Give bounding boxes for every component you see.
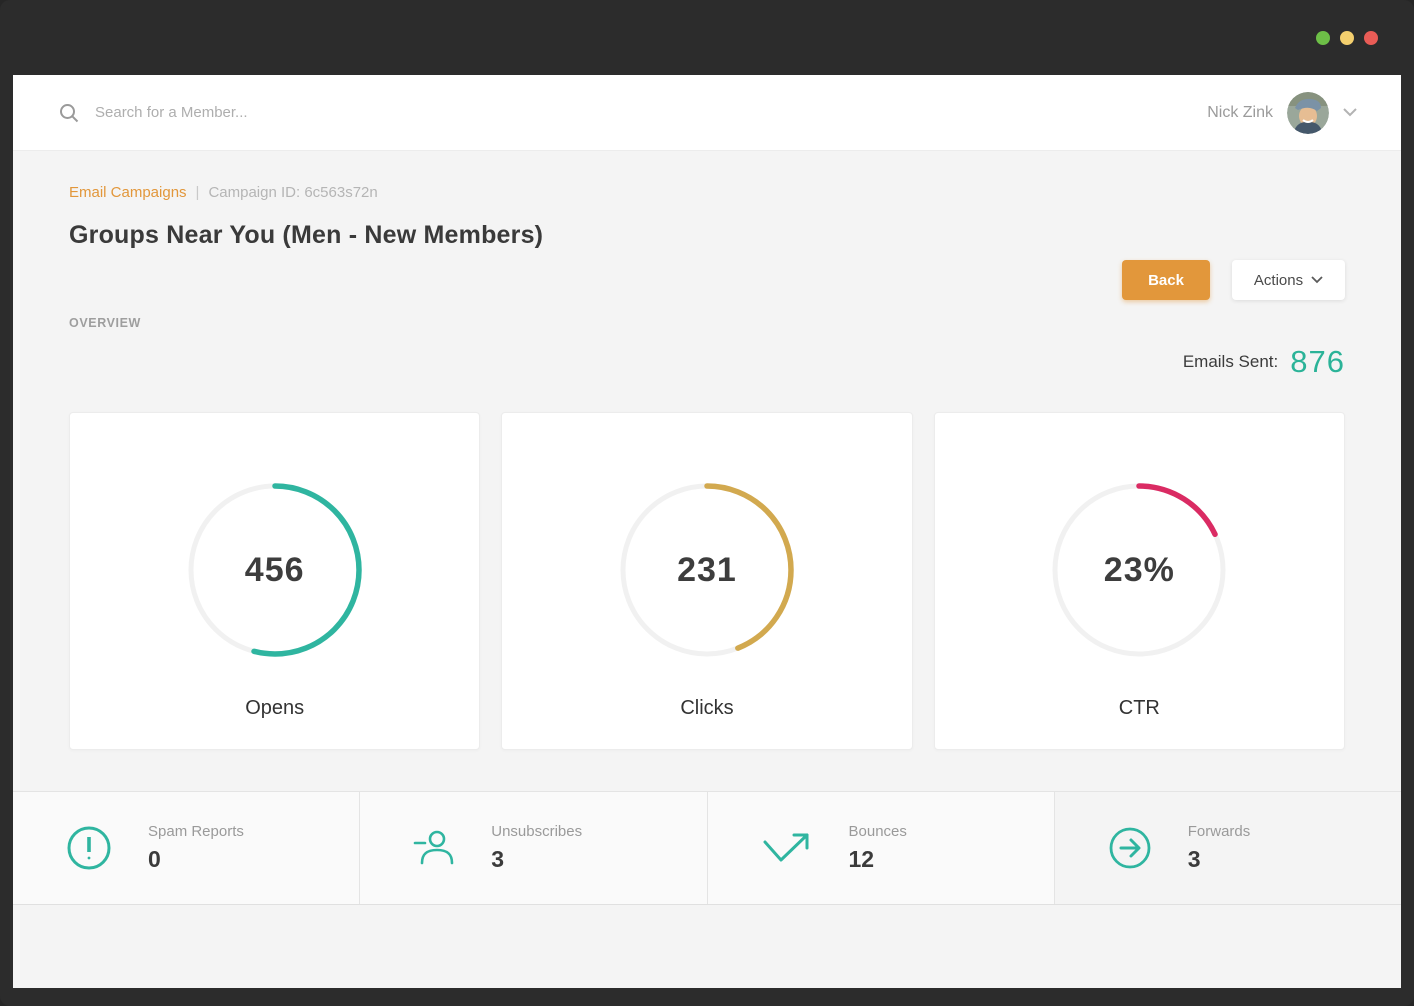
stat-value: 3 — [491, 846, 505, 872]
breadcrumb-separator: | — [195, 184, 200, 201]
user-name: Nick Zink — [1207, 103, 1273, 121]
spam-reports-stat: Spam Reports 0 — [13, 792, 361, 904]
actions-button[interactable]: Actions — [1232, 260, 1345, 300]
search-bar[interactable] — [57, 101, 1207, 125]
stat-value: 0 — [148, 846, 161, 872]
opens-label: Opens — [245, 697, 305, 719]
stat-label: Bounces — [848, 823, 907, 840]
ctr-card: 23% CTR — [933, 412, 1345, 750]
user-menu[interactable]: Nick Zink — [1207, 91, 1357, 134]
emails-sent-label: Emails Sent: — [1182, 352, 1279, 371]
forwards-stat: Forwards 3 — [1054, 792, 1401, 904]
breadcrumb-email-campaigns[interactable]: Email Campaigns — [69, 184, 187, 201]
window-controls — [1316, 31, 1378, 45]
app-window: Nick Zink — [13, 75, 1401, 988]
emails-sent-value: 876 — [1290, 344, 1345, 379]
top-bar: Nick Zink — [13, 75, 1401, 151]
breadcrumb: Email Campaigns | Campaign ID: 6c563s72n — [69, 184, 1345, 201]
traffic-light-red[interactable] — [1364, 31, 1378, 45]
clicks-gauge: 231 — [612, 475, 802, 665]
stat-value: 12 — [848, 846, 875, 872]
clicks-label: Clicks — [680, 697, 734, 719]
avatar[interactable] — [1287, 91, 1329, 134]
arrow-right-circle-icon — [1108, 826, 1152, 870]
opens-value: 456 — [244, 550, 305, 589]
breadcrumb-campaign-id: Campaign ID: 6c563s72n — [208, 184, 378, 201]
back-button[interactable]: Back — [1122, 260, 1210, 300]
stat-value: 3 — [1187, 846, 1201, 872]
bounce-arrow-icon — [761, 828, 813, 868]
clicks-value: 231 — [677, 550, 737, 589]
stat-label: Spam Reports — [148, 823, 244, 840]
stat-label: Forwards — [1187, 823, 1251, 840]
gauge-cards: 456 Opens 231 Clicks — [69, 412, 1345, 750]
search-input[interactable] — [95, 104, 515, 121]
unsubscribes-stat: Unsubscribes 3 — [360, 792, 708, 904]
actions-button-label: Actions — [1253, 271, 1304, 289]
ctr-gauge: 23% — [1044, 475, 1234, 665]
main-content: Email Campaigns | Campaign ID: 6c563s72n… — [13, 184, 1401, 750]
ctr-label: CTR — [1118, 697, 1160, 719]
opens-card: 456 Opens — [69, 412, 481, 750]
bounces-stat: Bounces 12 — [708, 792, 1055, 904]
toolbar: Back Actions — [69, 260, 1345, 300]
user-minus-icon — [413, 827, 455, 869]
opens-gauge: 456 — [180, 475, 370, 665]
clicks-card: 231 Clicks — [501, 412, 913, 750]
stats-row: Spam Reports 0 Unsubscribes 3 — [13, 791, 1401, 905]
chevron-down-icon — [1311, 276, 1323, 284]
traffic-light-green[interactable] — [1316, 31, 1330, 45]
chevron-down-icon — [1343, 108, 1357, 117]
ctr-value: 23% — [1103, 550, 1175, 589]
overview-section-label: OVERVIEW — [69, 316, 141, 330]
emails-sent-summary: Emails Sent: 876 — [69, 344, 1345, 380]
stat-label: Unsubscribes — [491, 823, 583, 840]
search-icon — [57, 101, 81, 125]
traffic-light-yellow[interactable] — [1340, 31, 1354, 45]
alert-circle-icon — [66, 825, 112, 871]
page-title: Groups Near You (Men - New Members) — [69, 221, 544, 249]
